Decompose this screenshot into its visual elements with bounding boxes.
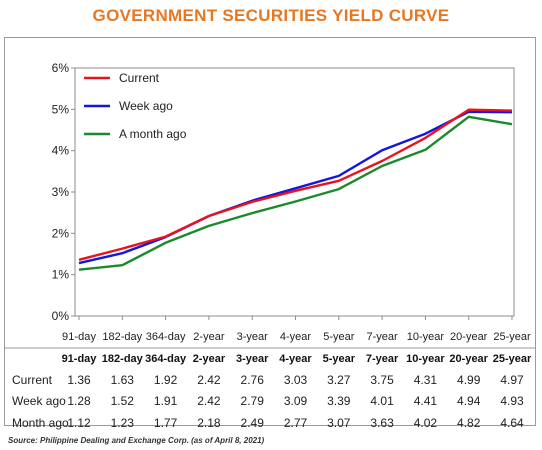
table-cell: 1.52 xyxy=(111,394,135,408)
table-row-label: Week ago xyxy=(12,394,66,408)
table-cell: 1.63 xyxy=(111,373,135,387)
legend-label: A month ago xyxy=(119,127,187,141)
series-line-a-month-ago xyxy=(78,115,513,271)
table-cell: 2.42 xyxy=(197,373,221,387)
x-tick-label: 2-year xyxy=(193,331,225,343)
legend-label: Current xyxy=(119,71,160,85)
x-tick-label: 10-year xyxy=(407,331,445,343)
y-tick-label: 2% xyxy=(52,226,70,240)
chart-title: GOVERNMENT SECURITIES YIELD CURVE xyxy=(92,6,450,25)
table-cell: 1.77 xyxy=(154,416,178,430)
table-cell: 2.79 xyxy=(241,394,265,408)
x-tick-label: 20-year xyxy=(450,331,488,343)
table-header-cell: 364-day xyxy=(145,353,187,365)
table-cell: 2.18 xyxy=(197,416,221,430)
y-tick-label: 3% xyxy=(52,185,70,199)
table-cell: 2.77 xyxy=(284,416,308,430)
table-cell: 2.42 xyxy=(197,394,221,408)
table-cell: 4.93 xyxy=(500,394,524,408)
table-header-cell: 182-day xyxy=(102,353,144,365)
x-tick-label: 7-year xyxy=(367,331,399,343)
table-header-cell: 2-year xyxy=(193,353,226,365)
table-header-cell: 5-year xyxy=(323,353,356,365)
x-tick-label: 364-day xyxy=(146,331,186,343)
table-cell: 3.09 xyxy=(284,394,308,408)
table-header-cell: 3-year xyxy=(236,353,269,365)
table-cell: 1.12 xyxy=(67,416,91,430)
table-cell: 1.28 xyxy=(67,394,91,408)
table-cell: 3.03 xyxy=(284,373,308,387)
x-tick-label: 5-year xyxy=(323,331,355,343)
table-cell: 1.92 xyxy=(154,373,178,387)
y-tick-label: 0% xyxy=(52,309,70,323)
table-cell: 4.41 xyxy=(414,394,438,408)
table-cell: 4.64 xyxy=(500,416,524,430)
table-cell: 1.23 xyxy=(111,416,135,430)
table-row-label: Month ago xyxy=(12,416,69,430)
table-cell: 1.36 xyxy=(67,373,91,387)
y-tick-label: 6% xyxy=(52,61,70,75)
table-row-label: Current xyxy=(12,373,53,387)
table-cell: 4.31 xyxy=(414,373,438,387)
table-header-cell: 20-year xyxy=(449,353,488,365)
x-tick-label: 4-year xyxy=(280,331,312,343)
table-cell: 3.63 xyxy=(370,416,394,430)
table-cell: 4.82 xyxy=(457,416,481,430)
table-cell: 2.49 xyxy=(241,416,265,430)
x-tick-label: 25-year xyxy=(493,331,531,343)
table-header-cell: 25-year xyxy=(493,353,532,365)
y-tick-label: 4% xyxy=(52,144,70,158)
table-cell: 3.07 xyxy=(327,416,351,430)
table-cell: 4.02 xyxy=(414,416,438,430)
table-header-cell: 7-year xyxy=(366,353,399,365)
table-cell: 4.97 xyxy=(500,373,524,387)
chart-frame xyxy=(4,37,536,426)
table-header-cell: 91-day xyxy=(62,353,98,365)
table-cell: 3.27 xyxy=(327,373,351,387)
table-header-cell: 4-year xyxy=(279,353,312,365)
y-tick-label: 1% xyxy=(52,268,70,282)
series-line-current xyxy=(78,108,513,261)
table-cell: 4.01 xyxy=(370,394,394,408)
table-cell: 3.75 xyxy=(370,373,394,387)
source-note: Source: Philippine Dealing and Exchange … xyxy=(8,436,265,445)
y-tick-label: 5% xyxy=(52,102,70,116)
x-tick-label: 3-year xyxy=(237,331,269,343)
table-cell: 3.39 xyxy=(327,394,351,408)
x-tick-label: 91-day xyxy=(62,331,97,343)
table-cell: 4.99 xyxy=(457,373,481,387)
table-header-cell: 10-year xyxy=(406,353,445,365)
legend-label: Week ago xyxy=(119,99,173,113)
series-line-week-ago xyxy=(78,110,513,265)
table-cell: 4.94 xyxy=(457,394,481,408)
table-cell: 2.76 xyxy=(241,373,265,387)
x-tick-label: 182-day xyxy=(102,331,142,343)
table-cell: 1.91 xyxy=(154,394,178,408)
